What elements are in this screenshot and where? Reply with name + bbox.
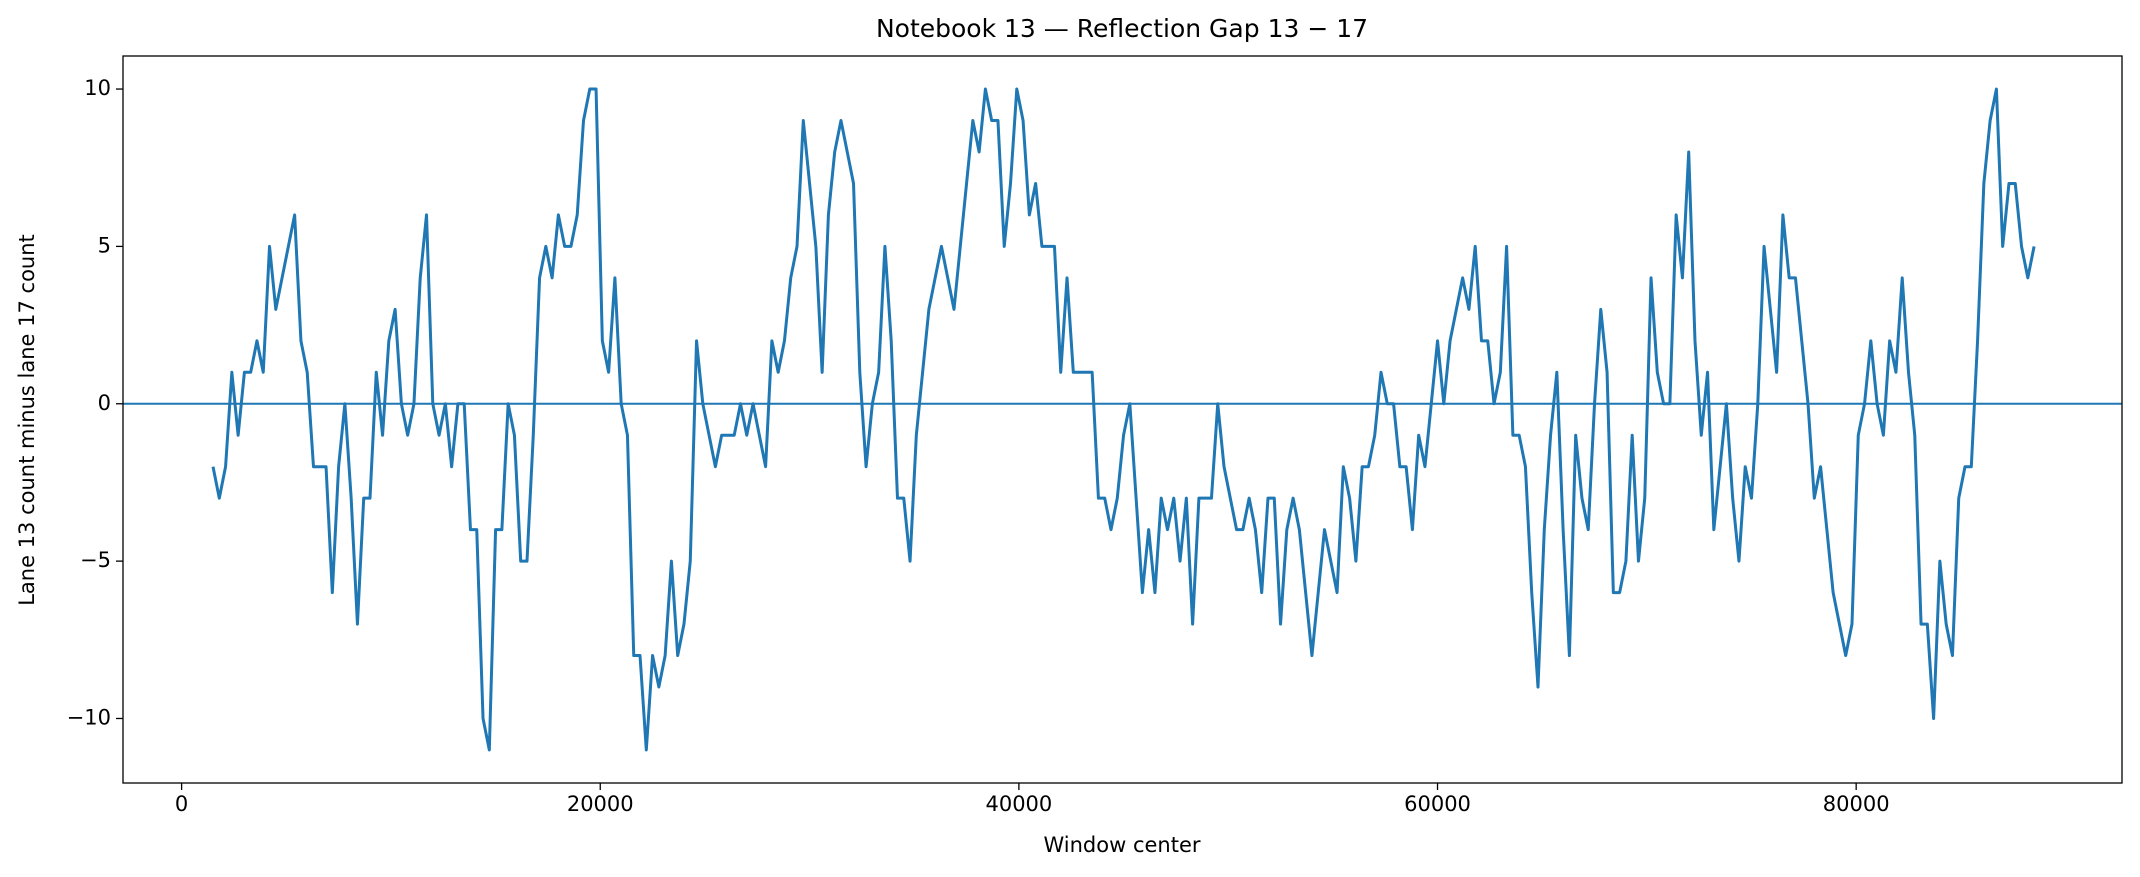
x-axis-label: Window center bbox=[1043, 833, 1200, 857]
y-tick-label: −5 bbox=[80, 548, 111, 572]
y-tick-label: 0 bbox=[98, 391, 111, 415]
x-tick-label: 20000 bbox=[567, 792, 634, 816]
plot-frame bbox=[122, 55, 2123, 784]
y-tick-label: 5 bbox=[98, 233, 111, 257]
y-axis-label: Lane 13 count minus lane 17 count bbox=[15, 234, 39, 606]
x-tick-label: 80000 bbox=[1823, 792, 1890, 816]
y-tick-label: −10 bbox=[67, 705, 111, 729]
chart-title: Notebook 13 — Reflection Gap 13 − 17 bbox=[876, 14, 1368, 43]
x-tick-label: 60000 bbox=[1404, 792, 1471, 816]
x-tick-label: 40000 bbox=[985, 792, 1052, 816]
y-tick-label: 10 bbox=[84, 76, 111, 100]
x-tick-label: 0 bbox=[175, 792, 188, 816]
data-line bbox=[211, 87, 2036, 752]
